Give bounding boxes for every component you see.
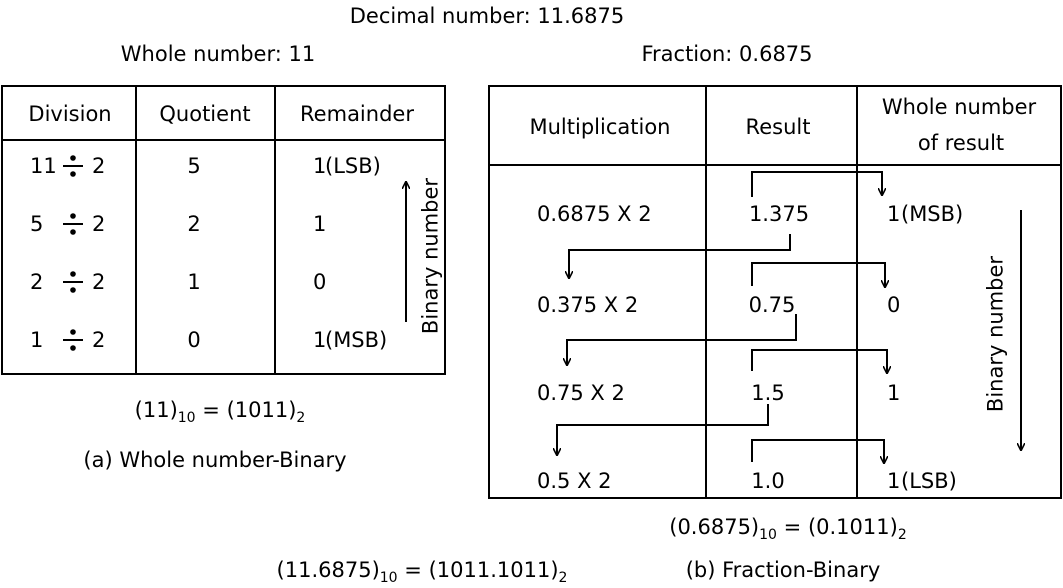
final-result-equation: (11.6875)10 = (1011.1011)2 [276,558,568,586]
table-a-binary-number-label: Binary number [418,177,443,335]
arrow-result-to-whole-3 [751,349,887,373]
arrow-result-to-mult-2 [569,234,791,278]
arrow-result-to-whole-4 [751,439,884,463]
divisor: 2 [92,270,106,294]
remainder: 0 [313,270,327,294]
table-b-header-multiplication: Multiplication [529,115,671,139]
table-a-caption: (a) Whole number-Binary [83,448,347,472]
whole-digit: 0 [887,293,901,317]
arrow-result-to-mult-4 [557,404,769,455]
dividend: 1 [30,328,44,352]
divisor: 2 [92,212,106,236]
table-a-header-division: Division [28,102,112,126]
arrow-result-to-whole-1 [751,171,882,197]
quotient: 2 [187,212,201,236]
table-b-header-result: Result [745,115,811,139]
table-a-header-remainder: Remainder [300,102,414,126]
arrow-result-to-mult-3 [567,314,797,365]
bit-tag: (MSB) [325,328,388,352]
divisor: 2 [92,328,106,352]
whole-number-label: Whole number: 11 [120,42,316,66]
quotient: 0 [187,328,201,352]
table-a-header-quotient: Quotient [159,102,251,126]
remainder: 1 [313,154,327,178]
quotient: 5 [187,154,201,178]
whole-digit: 1 [887,469,901,493]
remainder: 1 [313,328,327,352]
table-b-flow-arrows [557,171,887,463]
table-b-binary-number-label: Binary number [983,255,1008,413]
result: 1.5 [751,381,785,405]
multiplication: 0.375 X 2 [537,293,639,317]
multiplication: 0.6875 X 2 [537,202,652,226]
result: 0.75 [748,293,796,317]
arrow-result-to-whole-2 [751,262,885,287]
divide-icon-4 [63,329,83,351]
divide-icon-2 [63,213,83,235]
quotient: 1 [187,270,201,294]
dividend: 11 [30,154,57,178]
table-b-result-equation: (0.6875)10 = (0.1011)2 [669,515,907,543]
table-a-grid [1,85,446,375]
whole-digit: 1 [887,202,901,226]
table-b-header-of-result: of result [917,131,1005,155]
dividend: 2 [30,270,44,294]
bit-tag: (MSB) [901,202,964,226]
multiplication: 0.75 X 2 [537,381,625,405]
divide-icon-1 [63,155,83,177]
bit-tag: (LSB) [901,469,957,493]
dividend: 5 [30,212,44,236]
fraction-label: Fraction: 0.6875 [641,42,813,66]
result: 1.375 [748,202,810,226]
result: 1.0 [751,469,785,493]
remainder: 1 [313,212,327,236]
divide-icon-3 [63,271,83,293]
multiplication: 0.5 X 2 [537,469,612,493]
bit-tag: (LSB) [325,154,381,178]
table-b-caption: (b) Fraction-Binary [685,558,881,582]
table-a-result-equation: (11)10 = (1011)2 [134,398,306,426]
table-b-grid [488,85,1062,499]
divisor: 2 [92,154,106,178]
whole-digit: 1 [887,381,901,405]
table-b-header-whole-number: Whole number [881,95,1037,119]
decimal-number-label: Decimal number: 11.6875 [349,4,625,28]
division-signs [63,155,83,351]
